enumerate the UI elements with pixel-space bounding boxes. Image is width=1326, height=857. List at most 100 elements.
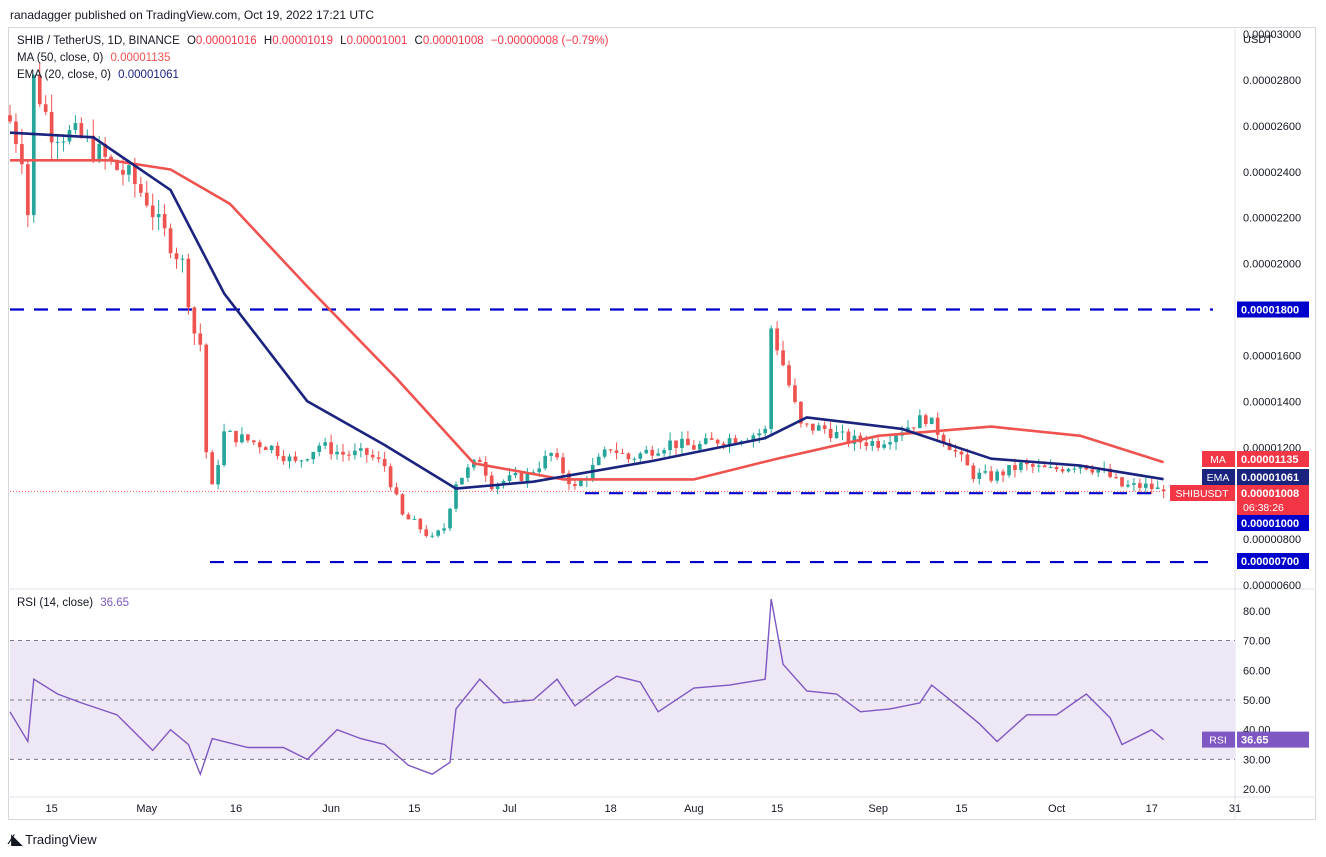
- candle-body: [721, 443, 726, 446]
- candle-body: [686, 438, 690, 446]
- candle-body: [1143, 483, 1148, 488]
- footer-brand-text: TradingView: [25, 832, 97, 847]
- legend-rsi[interactable]: RSI (14, close) 36.65: [17, 597, 133, 609]
- candle-body: [20, 144, 24, 165]
- legend-rsi-value: 36.65: [100, 597, 130, 609]
- candle-body: [293, 456, 298, 461]
- candle-body: [97, 144, 102, 160]
- candle-body: [192, 307, 197, 334]
- candle-body: [531, 472, 536, 474]
- candle-body: [935, 417, 940, 435]
- candle-body: [959, 451, 964, 455]
- time-tick-label: 31: [1229, 803, 1241, 815]
- candle-body: [1072, 468, 1077, 470]
- candle-body: [412, 518, 417, 520]
- candle-body: [382, 458, 387, 467]
- candle-body: [697, 443, 702, 450]
- candle-body: [186, 258, 191, 308]
- badge-last-countdown: 06:38:26: [1243, 502, 1284, 514]
- legend-l-label: L: [340, 35, 347, 47]
- badge-ma: MA 0.00001135: [1202, 451, 1309, 467]
- candle-body: [1126, 484, 1130, 487]
- badge-rsi-value: 36.65: [1241, 735, 1269, 747]
- candle-body: [549, 453, 553, 456]
- time-tick-label: 15: [46, 803, 58, 815]
- candle-body: [602, 449, 607, 457]
- candle-body: [121, 169, 125, 175]
- candle-body: [1048, 466, 1053, 468]
- rsi-tick-label: 50.00: [1243, 695, 1271, 707]
- candle-body: [1007, 465, 1011, 476]
- candle-body: [727, 438, 732, 446]
- candle-body: [965, 454, 970, 466]
- candle-body: [364, 448, 369, 455]
- badge-rsi-tag: RSI: [1209, 735, 1227, 747]
- legend-ema[interactable]: EMA (20, close, 0) 0.00001061: [17, 69, 183, 81]
- candle-body: [810, 423, 815, 431]
- candle-body: [537, 468, 542, 473]
- candle-body: [650, 449, 655, 456]
- legend-rsi-label: RSI (14, close): [17, 597, 94, 609]
- legend-ma[interactable]: MA (50, close, 0) 0.00001135: [17, 52, 174, 64]
- candle-body: [561, 457, 565, 474]
- candle-body: [317, 445, 322, 452]
- rsi-tick-label: 20.00: [1243, 784, 1271, 796]
- badge-ema-value: 0.00001061: [1241, 472, 1299, 484]
- candle-body: [418, 518, 423, 530]
- badge-rsi-tag-bg: [1202, 731, 1235, 748]
- legend-ohlc: SHIB / TetherUS, 1D, BINANCE O0.00001016…: [17, 35, 612, 47]
- candle-body: [477, 459, 482, 463]
- tradingview-logo-icon: ⁄◣: [10, 831, 22, 847]
- candle-body: [882, 444, 886, 448]
- price-tick-label: 0.00002400: [1243, 167, 1301, 179]
- candle-body: [442, 528, 446, 531]
- candle-body: [888, 442, 892, 445]
- candle-body: [703, 438, 708, 444]
- candle-body: [370, 454, 375, 458]
- candle-body: [43, 104, 48, 112]
- candle-body: [513, 472, 518, 476]
- legend-close: 0.00001008: [422, 35, 484, 47]
- candle-body: [168, 228, 173, 254]
- legend-symbol[interactable]: SHIB / TetherUS, 1D, BINANCE: [17, 35, 180, 47]
- candle-body: [240, 434, 244, 443]
- badge-rsi: RSI 36.65: [1202, 731, 1309, 748]
- footer-brand[interactable]: ⁄◣ TradingView: [10, 831, 97, 848]
- badge-level-1800-value: 0.00001800: [1241, 305, 1299, 317]
- time-tick-label: Oct: [1048, 803, 1065, 815]
- legend-low: 0.00001001: [346, 35, 408, 47]
- candle-body: [596, 456, 601, 466]
- candle-body: [632, 458, 637, 460]
- candle-body: [91, 135, 96, 160]
- candle-body: [995, 471, 999, 481]
- badge-ma-value-bg: [1237, 451, 1309, 467]
- candle-body: [579, 480, 583, 487]
- candle-body: [620, 452, 625, 454]
- candle-body: [846, 431, 851, 444]
- candle-body: [1001, 471, 1005, 476]
- candle-body: [37, 75, 42, 105]
- candle-body: [644, 449, 649, 454]
- candle-body: [983, 471, 988, 473]
- candle-body: [31, 75, 36, 216]
- candle-body: [495, 484, 500, 490]
- badge-ma-value: 0.00001135: [1241, 454, 1299, 466]
- candle-body: [507, 475, 512, 482]
- candle-body: [947, 442, 952, 451]
- rsi-tick-label: 60.00: [1243, 665, 1271, 677]
- candle-body: [573, 484, 577, 487]
- badge-ema: EMA 0.00001061: [1202, 469, 1309, 485]
- time-tick-label: 15: [408, 803, 420, 815]
- candle-body: [25, 164, 30, 216]
- ema20-line: [9, 131, 1164, 490]
- candle-body: [150, 205, 155, 218]
- price-tick-label: 0.00002800: [1243, 75, 1301, 87]
- legend-change: −0.00000008 (−0.79%): [490, 35, 609, 47]
- legend-h-label: H: [263, 35, 273, 47]
- candle-body: [1114, 477, 1118, 479]
- candle-body: [1025, 462, 1029, 465]
- candle-body: [775, 328, 779, 351]
- candle-body: [73, 123, 78, 131]
- candle-body: [109, 156, 113, 162]
